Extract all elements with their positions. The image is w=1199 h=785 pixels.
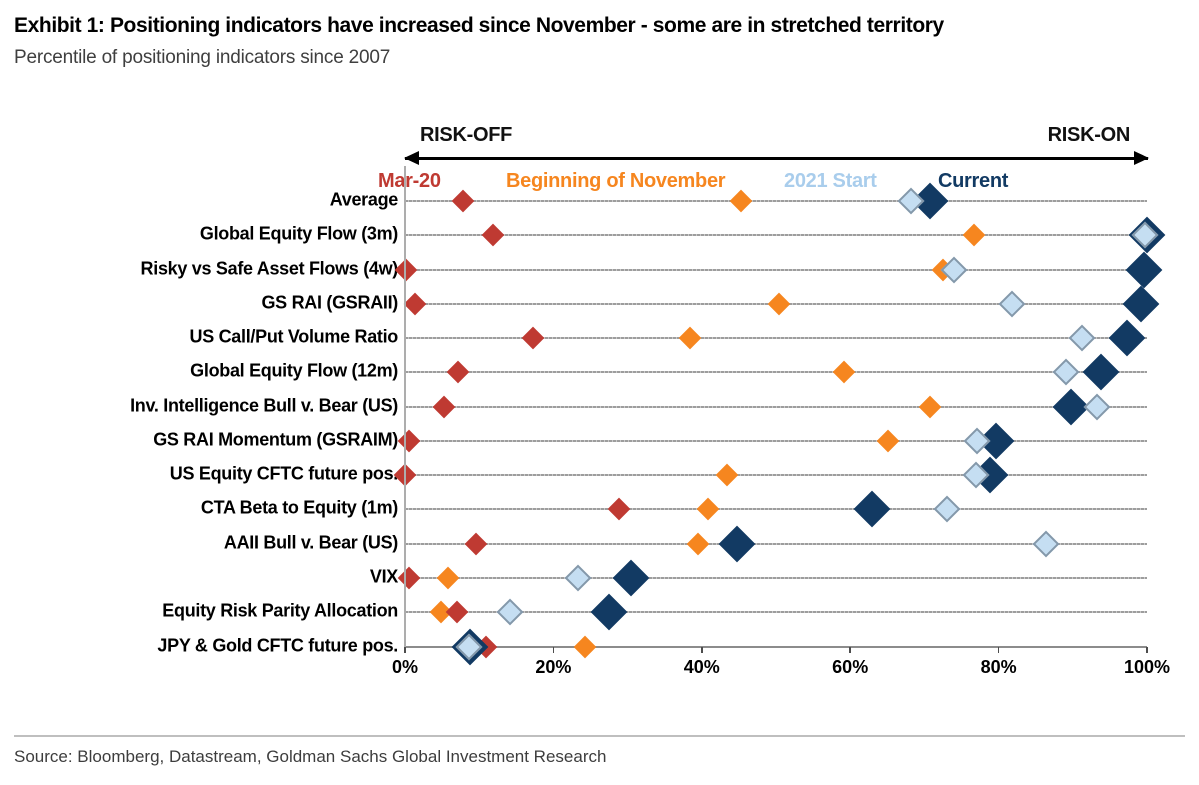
category-label: CTA Beta to Equity (1m) — [200, 498, 398, 519]
marker-start2021 — [1052, 358, 1080, 386]
x-tick-label: 100% — [1123, 657, 1171, 677]
marker-nov — [962, 223, 986, 247]
marker-mar20 — [397, 429, 421, 453]
x-tick-label: 40% — [683, 657, 720, 677]
gridline — [405, 611, 1147, 614]
category-label: Inv. Intelligence Bull v. Bear (US) — [130, 395, 398, 416]
gridline — [405, 200, 1147, 202]
marker-nov — [573, 635, 596, 658]
marker-mar20 — [464, 532, 488, 556]
axis-tick — [701, 647, 703, 653]
marker-mar20 — [447, 361, 470, 384]
marker-nov — [729, 189, 753, 213]
marker-start2021 — [564, 564, 592, 592]
marker-current — [612, 559, 650, 597]
legend-nov: Beginning of November — [506, 170, 726, 192]
source-text: Source: Bloomberg, Datastream, Goldman S… — [14, 747, 607, 766]
marker-mar20 — [432, 395, 455, 418]
gridline — [405, 508, 1147, 511]
marker-mar20 — [451, 189, 475, 213]
marker-mar20 — [522, 326, 545, 350]
risk-off-label: RISK-OFF — [420, 124, 513, 146]
marker-current — [1108, 319, 1146, 357]
x-tick-label: 80% — [980, 657, 1017, 677]
marker-current — [1125, 251, 1163, 288]
marker-nov — [678, 326, 702, 350]
category-label: GS RAI Momentum (GSRAIM) — [153, 429, 398, 450]
y-axis-line — [404, 166, 406, 647]
marker-nov — [697, 498, 720, 521]
gridline — [405, 268, 1147, 271]
gridline — [405, 474, 1147, 477]
gridline — [405, 234, 1147, 237]
marker-current — [1122, 285, 1160, 323]
marker-nov — [715, 463, 739, 487]
risk-on-label: RISK-ON — [1047, 124, 1131, 146]
axis-tick — [552, 647, 555, 653]
x-axis-line — [405, 645, 1147, 648]
category-label: Global Equity Flow (3m) — [199, 223, 398, 244]
axis-tick — [849, 647, 851, 653]
marker-current — [1082, 353, 1120, 391]
gridline — [405, 405, 1147, 408]
category-label: US Equity CFTC future pos. — [169, 463, 399, 484]
x-tick-label: 0% — [391, 657, 419, 677]
marker-current — [718, 525, 756, 563]
legend-mar20: Mar-20 — [378, 170, 441, 192]
axis-tick — [1146, 647, 1148, 653]
category-label: Equity Risk Parity Allocation — [162, 600, 398, 621]
marker-nov — [919, 395, 942, 418]
gridline — [405, 542, 1147, 545]
marker-nov — [832, 361, 856, 384]
category-label: Global Equity Flow (12m) — [190, 361, 398, 382]
category-label: JPY & Gold CFTC future pos. — [157, 635, 398, 656]
marker-nov — [767, 292, 791, 316]
legend-current: Current — [938, 170, 1009, 192]
category-label: Average — [329, 189, 399, 210]
category-label: Risky vs Safe Asset Flows (4w) — [140, 258, 399, 279]
category-label: VIX — [369, 566, 398, 587]
marker-mar20 — [481, 223, 505, 247]
marker-mar20 — [403, 292, 426, 316]
gridline — [405, 576, 1147, 579]
marker-start2021 — [1032, 530, 1060, 558]
axis-tick — [997, 647, 1000, 653]
arrowhead-left-icon — [404, 151, 419, 165]
risk-axis-arrow — [404, 151, 1149, 165]
legend-start2021: 2021 Start — [784, 170, 877, 192]
axis-tick — [404, 647, 406, 653]
x-tick-label: 20% — [535, 657, 572, 677]
marker-nov — [686, 532, 710, 556]
marker-nov — [436, 566, 460, 590]
marker-mar20 — [608, 498, 631, 521]
marker-nov — [876, 429, 900, 453]
arrowhead-right-icon — [1134, 151, 1149, 165]
marker-mar20 — [397, 566, 421, 590]
marker-current — [853, 491, 891, 528]
marker-start2021 — [1068, 324, 1096, 352]
marker-start2021 — [998, 290, 1026, 318]
gridline — [405, 439, 1147, 442]
category-label: US Call/Put Volume Ratio — [189, 326, 399, 347]
footer-divider — [14, 735, 1185, 737]
page-subtitle: Percentile of positioning indicators sin… — [14, 47, 391, 68]
marker-mar20 — [445, 600, 469, 624]
marker-start2021 — [933, 495, 961, 523]
gridline — [405, 337, 1147, 340]
marker-start2021 — [1083, 393, 1110, 421]
page-title: Exhibit 1: Positioning indicators have i… — [14, 14, 944, 37]
marker-start2021 — [496, 598, 524, 626]
category-label: AAII Bull v. Bear (US) — [223, 532, 398, 553]
category-label: GS RAI (GSRAII) — [261, 292, 398, 313]
marker-current — [590, 593, 628, 631]
plot-area — [393, 182, 1166, 665]
gridline — [405, 371, 1147, 374]
x-tick-label: 60% — [832, 657, 869, 677]
